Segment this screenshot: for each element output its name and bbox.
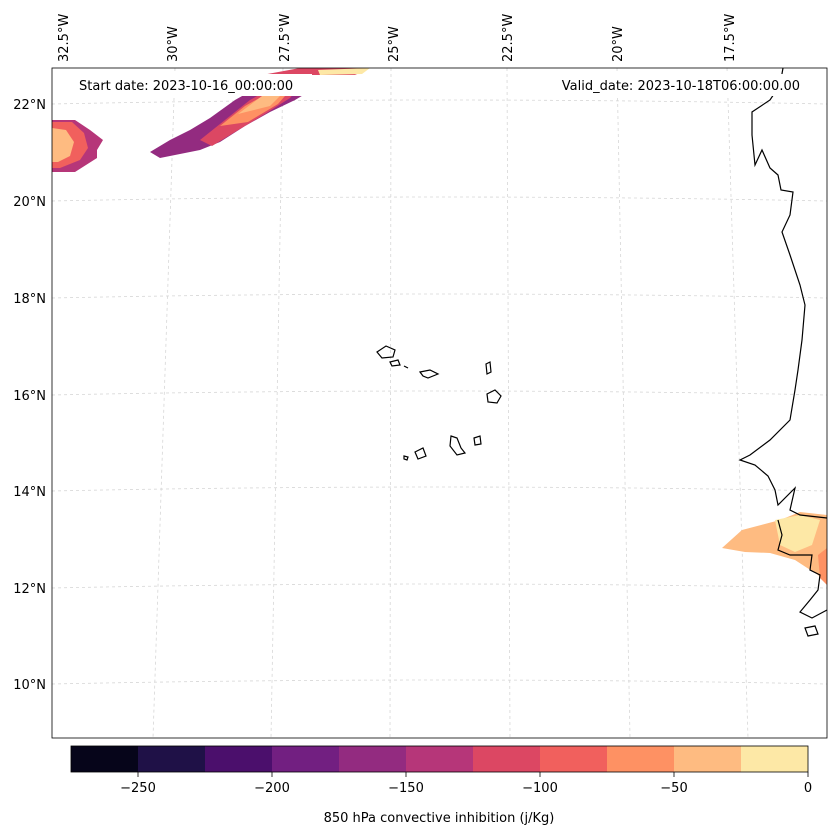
island-fogo: [414, 447, 427, 460]
africa-coastline: [738, 67, 828, 519]
colorbar-segment: [205, 746, 272, 772]
lat-label: 22°N: [13, 98, 46, 113]
start-date-label: Start date: 2023-10-16_00:00:00: [79, 79, 293, 94]
coastlines: [376, 67, 828, 637]
colorbar-tick-label: 0: [804, 781, 812, 796]
longitude-labels: 32.5°W 30°W 27.5°W 25°W 22.5°W 20°W 17.5…: [57, 14, 738, 62]
africa-coastline: [804, 625, 819, 637]
lat-label: 12°N: [13, 582, 46, 597]
map-background: [52, 68, 827, 738]
colorbar-segment: [339, 746, 406, 772]
colorbar-tick-label: −250: [120, 781, 156, 796]
lon-label: 30°W: [166, 26, 181, 62]
lon-label: 17.5°W: [723, 14, 738, 62]
meridian: [270, 67, 284, 739]
meridian: [152, 67, 176, 739]
parallel: [51, 196, 828, 202]
island-sao-nicolau: [418, 369, 440, 379]
parallel: [51, 583, 828, 589]
cin-contour-streak: [238, 92, 284, 114]
cin-contour-top: [318, 68, 370, 75]
colorbar-tick-label: −50: [660, 781, 687, 796]
colorbar-segment: [406, 746, 473, 772]
parallel: [51, 293, 828, 299]
colorbar-segment: [607, 746, 674, 772]
colorbar-segment: [674, 746, 741, 772]
parallel: [51, 486, 828, 492]
start-date-backing: [72, 74, 312, 96]
island-santiago: [449, 435, 467, 456]
map-frame: [51, 67, 828, 739]
colorbar-label: 850 hPa convective inhibition (j/Kg): [324, 811, 555, 826]
island-maio: [473, 435, 482, 446]
graticule: [51, 67, 828, 739]
colorbar: [71, 746, 808, 772]
parallel: [51, 99, 828, 105]
island-santa-luzia: [403, 365, 409, 369]
meridian: [726, 67, 749, 739]
cin-contour-west: [52, 128, 74, 162]
lat-label: 16°N: [13, 389, 46, 404]
lon-label: 32.5°W: [57, 14, 72, 62]
colorbar-segment: [71, 746, 138, 772]
lon-label: 27.5°W: [278, 14, 293, 62]
valid-date-backing: [540, 74, 802, 96]
colorbar-tick-label: −150: [388, 781, 424, 796]
cin-field: [52, 68, 827, 585]
colorbar-segment: [473, 746, 540, 772]
lon-label: 20°W: [611, 26, 626, 62]
colorbar-segment: [741, 746, 808, 772]
colorbar-tick-label: −100: [522, 781, 558, 796]
colorbar-segment: [138, 746, 205, 772]
lat-label: 18°N: [13, 292, 46, 307]
lat-label: 20°N: [13, 195, 46, 210]
lon-label: 25°W: [387, 26, 402, 62]
colorbar-segment: [272, 746, 339, 772]
valid-date-label: Valid_date: 2023-10-18T06:00:00.00: [562, 79, 800, 94]
island-brava: [403, 455, 409, 461]
island-sal: [485, 361, 492, 375]
island-boa-vista: [486, 389, 502, 404]
latitude-labels: 22°N 20°N 18°N 16°N 14°N 12°N 10°N: [13, 98, 46, 693]
meridian: [616, 67, 631, 739]
lat-label: 10°N: [13, 678, 46, 693]
colorbar-tick-label: −200: [254, 781, 290, 796]
parallel: [51, 390, 828, 396]
parallel: [51, 679, 828, 685]
island-sao-vicente: [389, 359, 401, 367]
meridian: [389, 67, 392, 739]
africa-coastline: [777, 519, 828, 619]
lon-label: 22.5°W: [501, 14, 516, 62]
colorbar-ticks: −250 −200 −150 −100 −50 0: [120, 772, 812, 796]
colorbar-frame: [70, 745, 809, 773]
island-santo-antao: [376, 345, 396, 359]
cin-contour-east: [775, 515, 820, 552]
meridian: [506, 67, 511, 739]
colorbar-segment: [540, 746, 607, 772]
lat-label: 14°N: [13, 485, 46, 500]
